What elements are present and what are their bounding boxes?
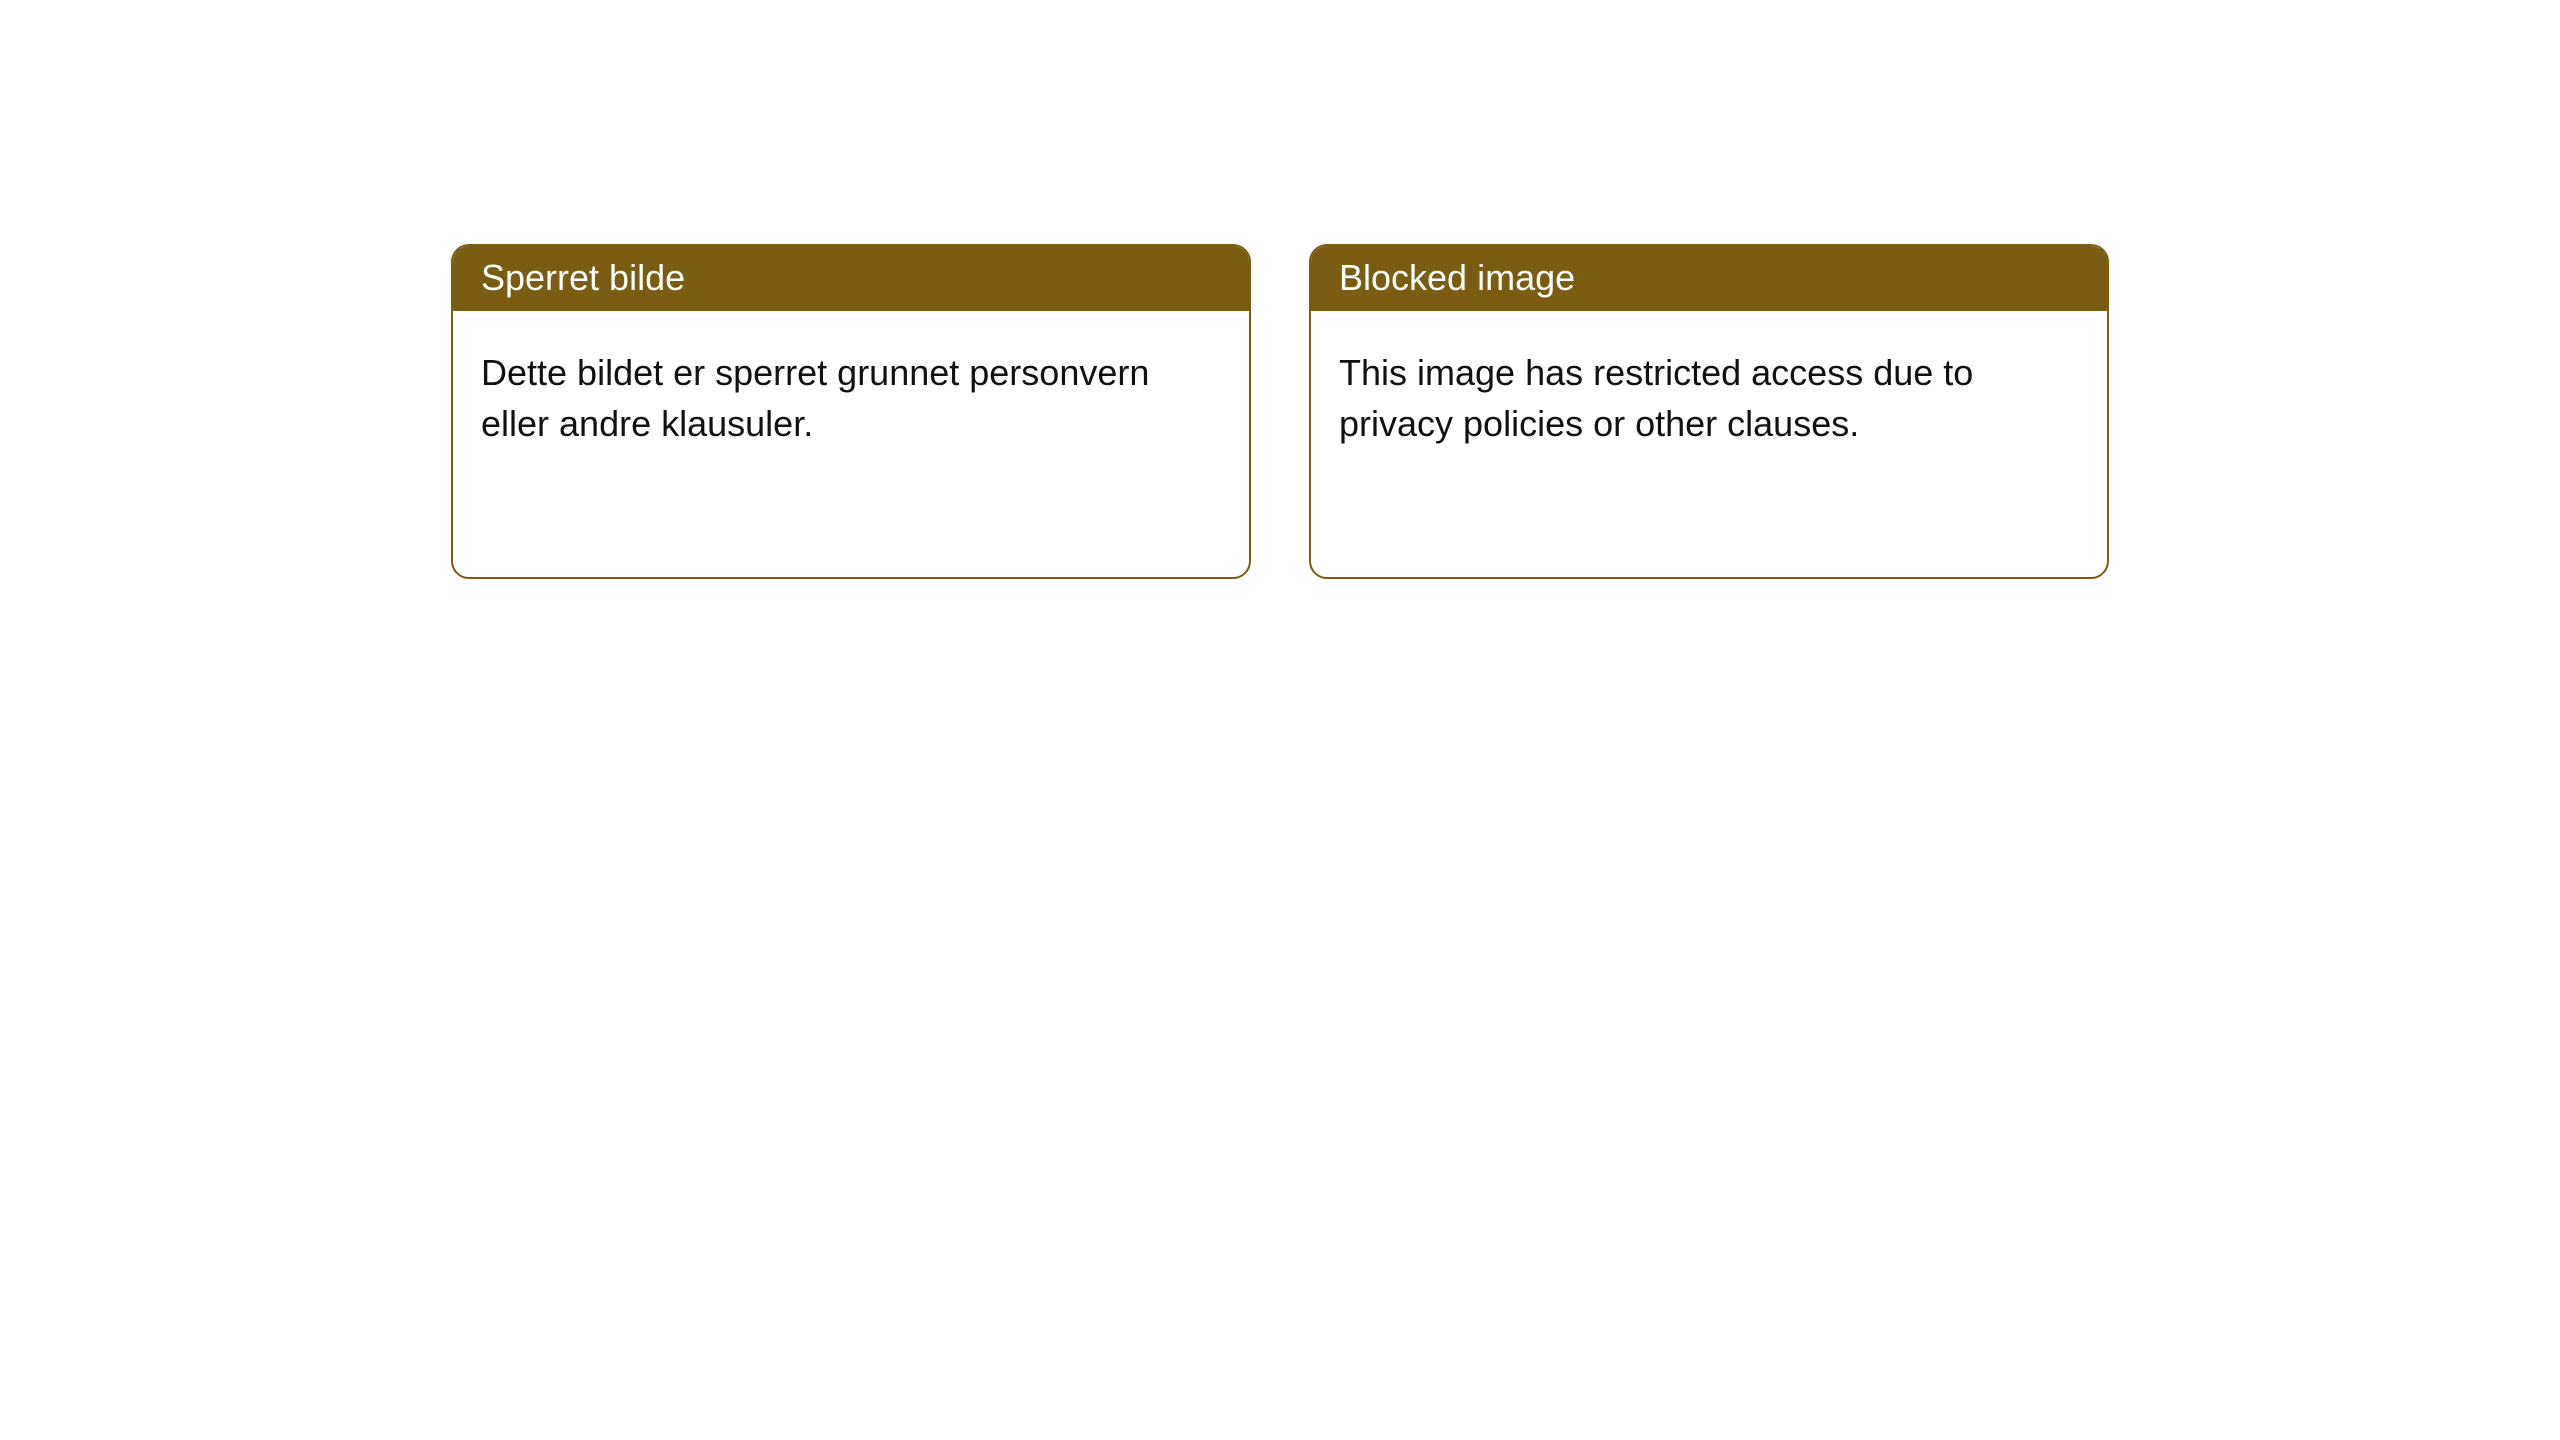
card-body: This image has restricted access due to … <box>1311 311 2107 485</box>
card-header: Sperret bilde <box>453 246 1249 311</box>
notice-card-english: Blocked image This image has restricted … <box>1309 244 2109 579</box>
card-header: Blocked image <box>1311 246 2107 311</box>
card-body: Dette bildet er sperret grunnet personve… <box>453 311 1249 485</box>
notice-card-norwegian: Sperret bilde Dette bildet er sperret gr… <box>451 244 1251 579</box>
notice-row: Sperret bilde Dette bildet er sperret gr… <box>0 0 2560 579</box>
